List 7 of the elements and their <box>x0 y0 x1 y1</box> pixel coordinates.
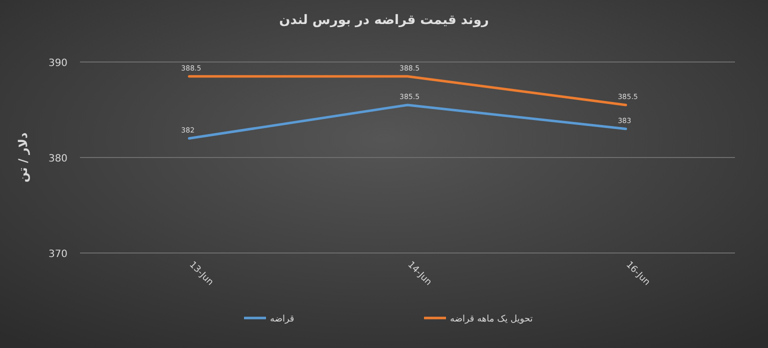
chart-title: روند قیمت قراضه در بورس لندن <box>279 13 489 28</box>
y-tick-label: 390 <box>48 58 68 69</box>
legend-label: تحویل یک ماهه قراضه <box>450 314 534 324</box>
y-axis-title: دلار / تن <box>16 132 30 183</box>
y-tick-label: 370 <box>48 249 68 260</box>
y-tick-label: 380 <box>48 154 68 164</box>
legend-label: قراضه <box>270 314 294 324</box>
